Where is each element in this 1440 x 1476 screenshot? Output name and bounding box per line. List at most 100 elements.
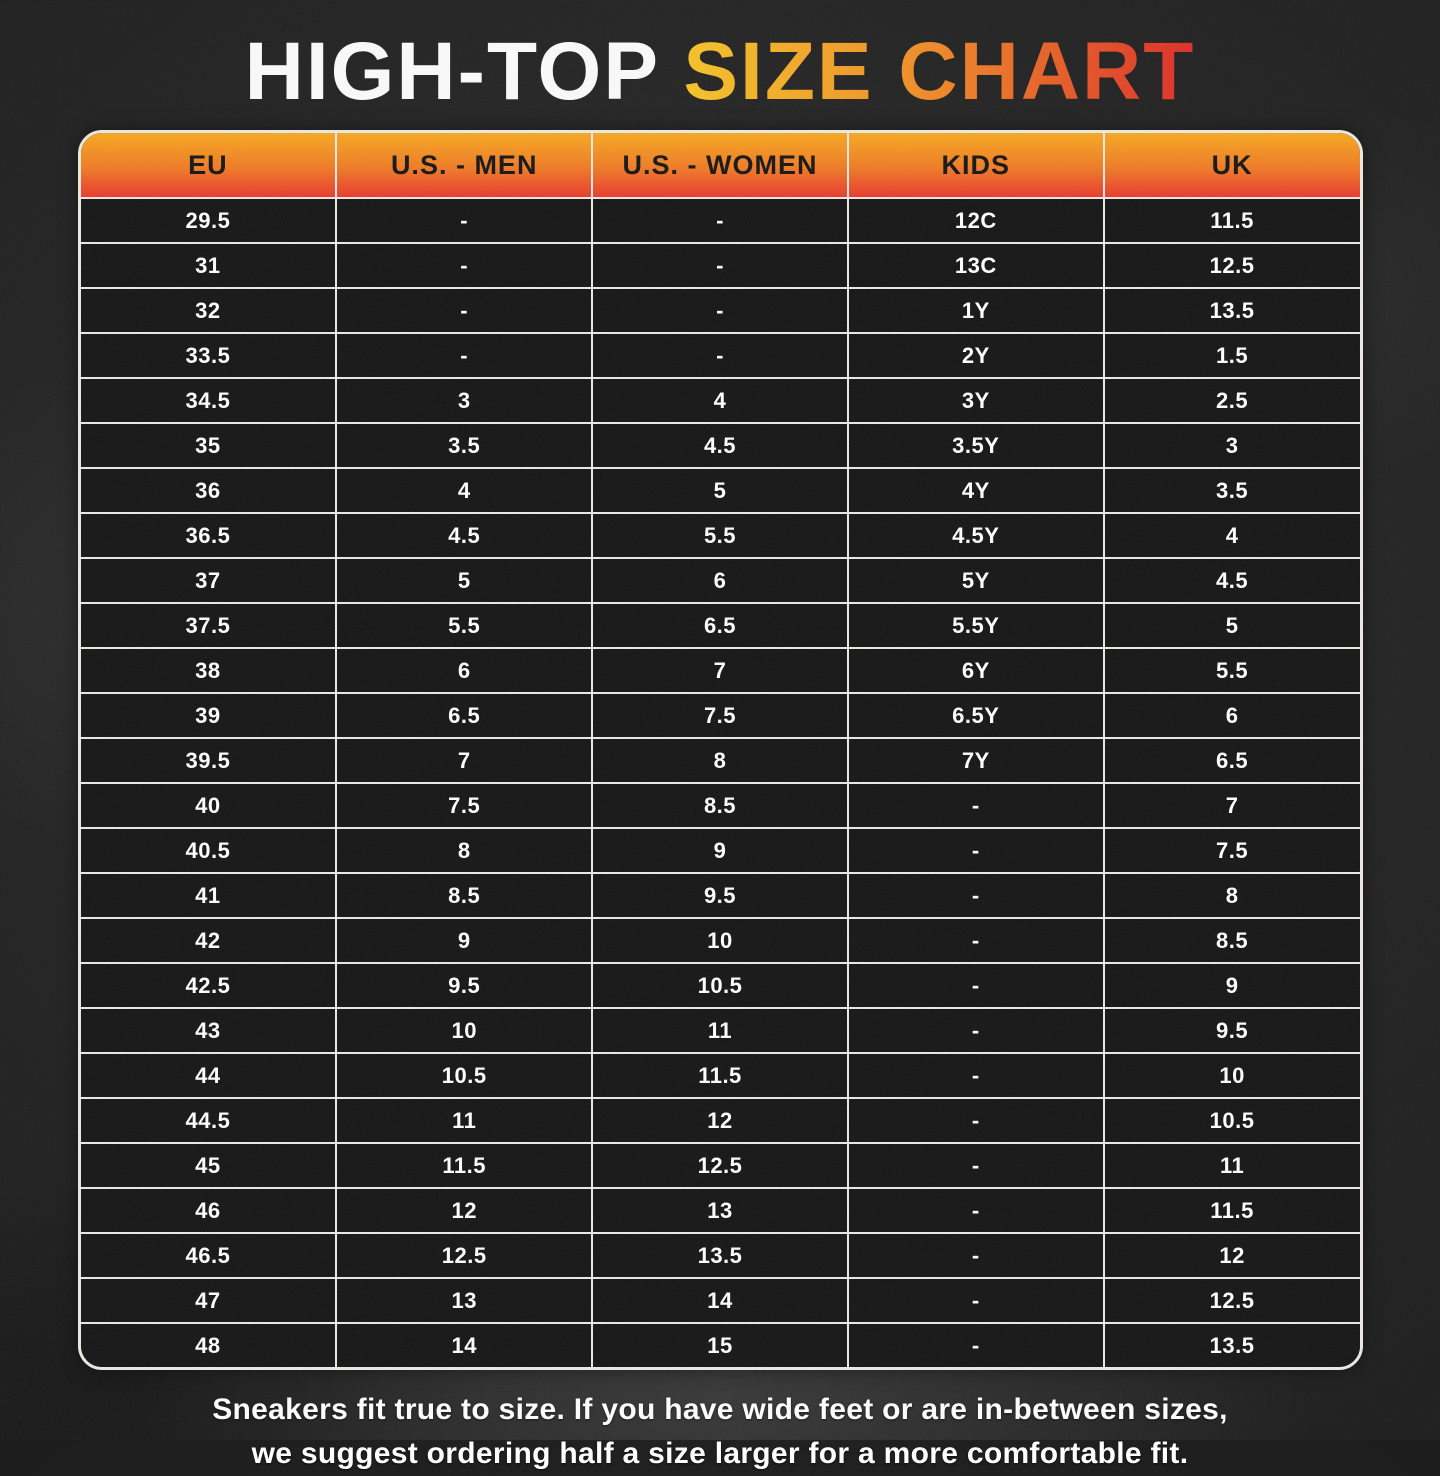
table-cell: 8: [1102, 872, 1360, 919]
table-cell: 4: [335, 467, 594, 514]
table-cell: 7: [335, 737, 594, 784]
table-cell: 5: [591, 467, 849, 514]
table-cell: 9.5: [1102, 1007, 1360, 1054]
column-header: EU: [80, 133, 337, 198]
table-row: 46 12 13-11.5: [80, 1187, 1360, 1234]
table-cell: 5.5: [1102, 647, 1360, 694]
table-cell: -: [591, 287, 849, 334]
table-cell: -: [591, 197, 849, 244]
table-cell: 2.5: [1102, 377, 1360, 424]
table-cell: -: [335, 287, 594, 334]
table-cell: 46.5: [80, 1232, 338, 1279]
table-row: 40 7.5 8.5-7: [80, 782, 1360, 829]
table-cell: 11.5: [1102, 1187, 1360, 1234]
table-cell: -: [846, 962, 1105, 1009]
table-cell: 9.5: [591, 872, 849, 919]
table-row: 44.5 11 12-10.5: [80, 1097, 1360, 1144]
table-row: 31- -13C 12.5: [80, 242, 1360, 289]
table-cell: 12.5: [1102, 1277, 1360, 1324]
table-cell: 14: [591, 1277, 849, 1324]
table-cell: -: [846, 917, 1105, 964]
table-cell: 42.5: [80, 962, 338, 1009]
table-cell: 46: [80, 1187, 338, 1234]
table-row: 46.5 12.5 13.5-12: [80, 1232, 1360, 1279]
table-cell: 11: [335, 1097, 594, 1144]
table-cell: 4: [591, 377, 849, 424]
table-cell: 43: [80, 1007, 338, 1054]
table-cell: 42: [80, 917, 338, 964]
table-row: 37 5 6 5Y 4.5: [80, 557, 1360, 604]
table-cell: 7Y: [846, 737, 1105, 784]
table-cell: 9: [335, 917, 594, 964]
table-row: 36 4 5 4Y 3.5: [80, 467, 1360, 514]
table-cell: 9: [1102, 962, 1360, 1009]
table-cell: 5Y: [846, 557, 1105, 604]
table-cell: 3.5: [335, 422, 594, 469]
table-cell: 6: [1102, 692, 1360, 739]
table-row: 43 10 11-9.5: [80, 1007, 1360, 1054]
table-cell: 9.5: [335, 962, 594, 1009]
table-cell: 4: [1102, 512, 1360, 559]
table-cell: 8.5: [335, 872, 594, 919]
table-cell: 39.5: [80, 737, 338, 784]
table-cell: 4.5Y: [846, 512, 1105, 559]
table-cell: 11.5: [591, 1052, 849, 1099]
table-cell: 40.5: [80, 827, 338, 874]
table-cell: 7: [1102, 782, 1360, 829]
table-cell: 7: [591, 647, 849, 694]
column-header: KIDS: [846, 133, 1104, 198]
size-chart-table: EU U.S. - MEN U.S. - WOMEN KIDS UK 29.5- -12C…: [80, 133, 1360, 1367]
column-header: U.S. - WOMEN: [591, 133, 848, 198]
table-cell: 44: [80, 1052, 338, 1099]
table-cell: 1Y: [846, 287, 1105, 334]
table-row: 42.5 9.5 10.5-9: [80, 962, 1360, 1009]
footer-line-1: Sneakers fit true to size. If you have w…: [212, 1393, 1228, 1426]
table-cell: 13.5: [591, 1232, 849, 1279]
table-cell: 37.5: [80, 602, 338, 649]
column-header: U.S. - MEN: [335, 133, 593, 198]
table-cell: 5.5: [335, 602, 594, 649]
table-row: 48 14 15-13.5: [80, 1322, 1360, 1367]
table-cell: 12: [335, 1187, 594, 1234]
table-cell: -: [846, 1097, 1105, 1144]
table-cell: 7.5: [591, 692, 849, 739]
size-chart-table-container: EU U.S. - MEN U.S. - WOMEN KIDS UK 29.5- -12C…: [77, 130, 1363, 1370]
table-cell: 7.5: [1102, 827, 1360, 874]
table-cell: 6: [335, 647, 594, 694]
table-cell: 45: [80, 1142, 338, 1189]
table-cell: -: [335, 197, 594, 244]
column-header: UK: [1102, 133, 1360, 198]
table-cell: 10: [335, 1007, 594, 1054]
table-row: 47 13 14-12.5: [80, 1277, 1360, 1324]
table-cell: 10: [1102, 1052, 1360, 1099]
table-row: 37.5 5.5 6.5 5.5Y 5: [80, 602, 1360, 649]
table-row: 32- -1Y 13.5: [80, 287, 1360, 334]
table-cell: -: [846, 782, 1105, 829]
table-cell: 47: [80, 1277, 338, 1324]
table-cell: -: [335, 332, 594, 379]
table-cell: 6.5: [335, 692, 594, 739]
table-cell: 36.5: [80, 512, 338, 559]
table-cell: 9: [591, 827, 849, 874]
table-cell: 12.5: [335, 1232, 594, 1279]
table-cell: 13C: [846, 242, 1105, 289]
page-title-prefix: HIGH-TOP: [244, 26, 684, 117]
table-cell: 10.5: [1102, 1097, 1360, 1144]
table-cell: 34.5: [80, 377, 338, 424]
table-cell: 3Y: [846, 377, 1105, 424]
table-cell: 7.5: [335, 782, 594, 829]
table-row: 29.5- -12C 11.5: [80, 197, 1360, 244]
table-cell: 12: [1102, 1232, 1360, 1279]
table-cell: 39: [80, 692, 338, 739]
table-row: 44 10.5 11.5-10: [80, 1052, 1360, 1099]
table-cell: -: [846, 1277, 1105, 1324]
table-cell: 11: [591, 1007, 849, 1054]
table-cell: 48: [80, 1322, 338, 1367]
table-row: 39 6.5 7.5 6.5Y 6: [80, 692, 1360, 739]
table-cell: 41: [80, 872, 338, 919]
table-cell: 32: [80, 287, 338, 334]
table-cell: 12C: [846, 197, 1105, 244]
table-cell: 5.5Y: [846, 602, 1105, 649]
table-cell: 8: [591, 737, 849, 784]
table-cell: 6.5Y: [846, 692, 1105, 739]
